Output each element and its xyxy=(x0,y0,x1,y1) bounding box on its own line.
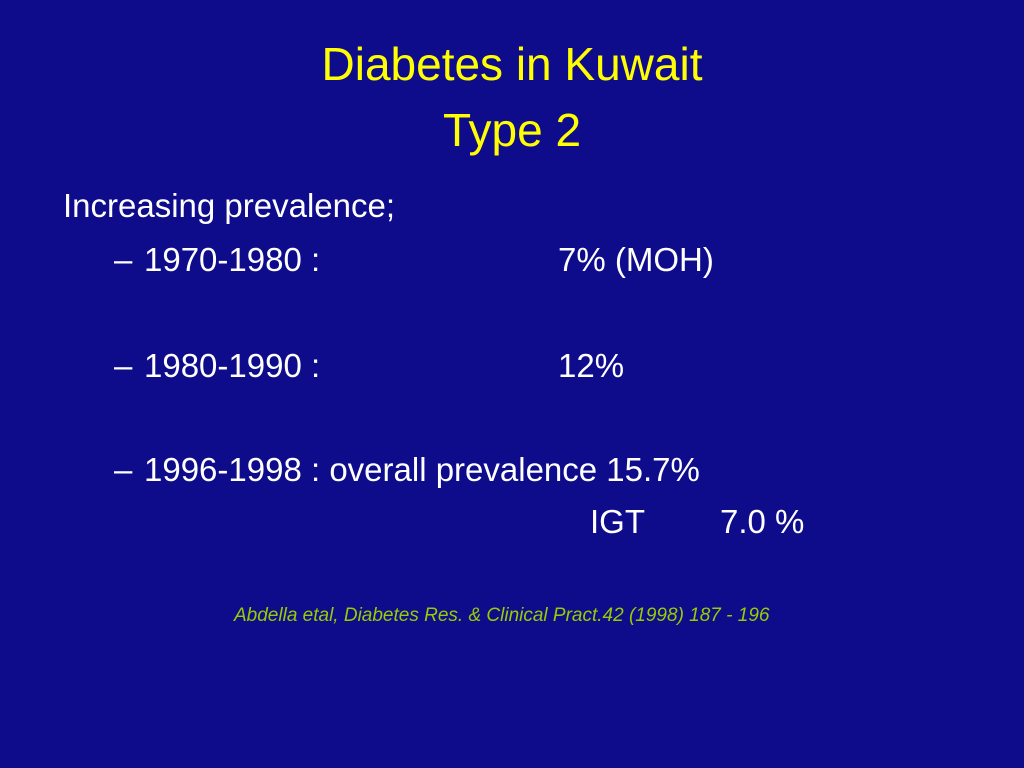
bullet-period-label: 1996-1998 : overall prevalence 15.7% xyxy=(144,451,700,488)
igt-label: IGT xyxy=(590,503,645,540)
bullet-period-label: 1970-1980 : xyxy=(144,241,321,278)
bullet-period-value: 12% xyxy=(558,347,625,384)
bullet-period-value: 7% (MOH) xyxy=(558,241,714,278)
bullet-dash: – xyxy=(114,451,133,488)
slide-subtitle: Type 2 xyxy=(442,104,582,156)
bullet-dash: – xyxy=(114,347,133,384)
bullet-dash: – xyxy=(114,241,133,278)
slide-title: Diabetes in Kuwait xyxy=(321,38,703,90)
bullet-period-label: 1980-1990 : xyxy=(144,347,321,384)
igt-value: 7.0 % xyxy=(720,503,805,540)
lead-text: Increasing prevalence; xyxy=(63,187,396,224)
citation-text: Abdella etal, Diabetes Res. & Clinical P… xyxy=(234,605,770,626)
